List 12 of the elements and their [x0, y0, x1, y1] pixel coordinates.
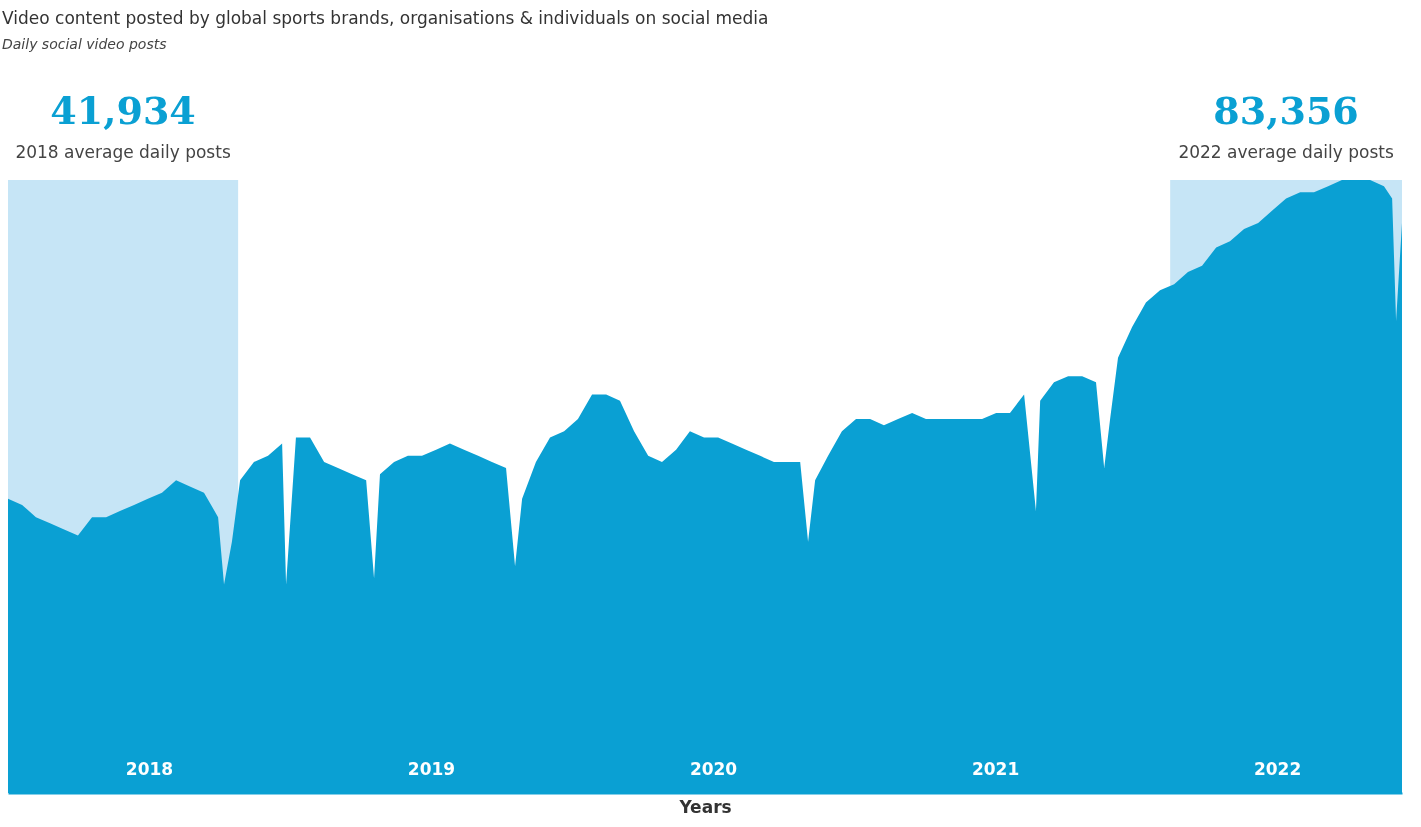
text: 41,934: [50, 88, 196, 133]
chart-subtitle: Daily social video posts: [2, 36, 168, 52]
x-axis-title: Years: [678, 796, 732, 817]
x-tick-label: 2020: [689, 758, 738, 779]
x-tick-label: 2022: [1253, 758, 1302, 779]
text: 83,356: [1213, 88, 1359, 133]
band-label: 2022 average daily posts: [1178, 142, 1394, 162]
chart-title: Video content posted by global sports brands, organisations & individuals on social media: [2, 8, 769, 28]
x-tick-label: 2021: [971, 758, 1020, 779]
x-tick-label: 2018: [125, 758, 174, 779]
band-label: 2018 average daily posts: [15, 142, 231, 162]
x-tick-label: 2019: [407, 758, 456, 779]
